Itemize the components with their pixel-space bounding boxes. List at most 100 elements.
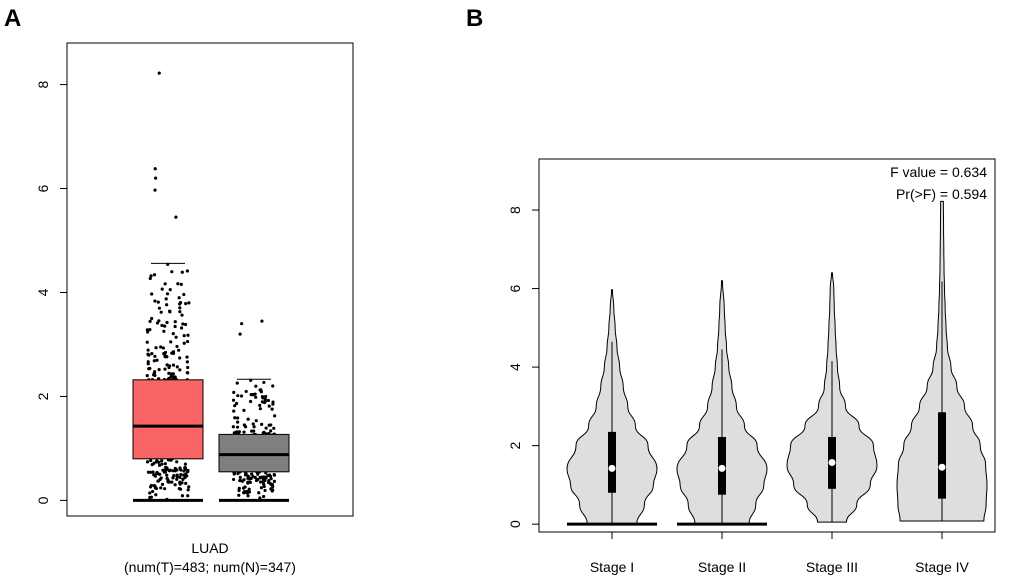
data-point-a (180, 313, 184, 317)
data-point-a (171, 332, 175, 336)
data-point-a (234, 401, 239, 406)
data-point-a (152, 359, 156, 363)
data-point-a (272, 426, 276, 430)
data-point-a (244, 472, 248, 476)
data-point-a (153, 373, 157, 378)
data-point-a (148, 328, 152, 332)
data-point-a (157, 368, 161, 372)
data-point-a (154, 493, 158, 497)
data-point-a (180, 481, 184, 485)
data-point-a (148, 366, 152, 371)
data-point-a (258, 480, 263, 484)
data-point-a (246, 494, 250, 498)
data-point-a (171, 469, 175, 473)
data-point-a (152, 473, 156, 477)
x-axis-label-a: LUAD (191, 540, 228, 556)
violin-median-dot (938, 463, 946, 471)
data-point-a (186, 488, 190, 492)
data-point-a (158, 472, 162, 476)
data-point-a (145, 328, 149, 332)
data-point-a (185, 474, 189, 478)
data-point-a (167, 365, 171, 370)
data-point-a (251, 393, 255, 397)
y-tick-label-a: 8 (35, 80, 51, 88)
data-point-a (232, 409, 236, 413)
data-point-a (171, 350, 176, 354)
data-point-a (235, 430, 239, 434)
data-point-a (171, 476, 175, 480)
y-tick-label-b: 0 (507, 520, 523, 528)
x-tick-label-b: Stage II (698, 559, 746, 575)
x-tick-label-b: Stage III (806, 559, 858, 575)
data-point-a (159, 486, 163, 490)
data-point-a (261, 431, 265, 435)
data-point-a (267, 473, 272, 477)
x-axis-sublabel-a: (num(T)=483; num(N)=347) (124, 559, 296, 575)
data-point-a (270, 482, 275, 487)
data-point-a (238, 478, 243, 483)
data-point-a (236, 394, 240, 398)
data-point-a (262, 484, 266, 489)
data-point-a (241, 486, 246, 490)
data-point-a (235, 381, 239, 385)
y-axis-a: 0 2 4 6 8 (35, 80, 68, 504)
data-point-a (171, 372, 175, 376)
data-point-a (173, 324, 177, 329)
data-point-a (178, 310, 182, 314)
data-point-a (163, 487, 167, 491)
outlier-point-a (240, 322, 244, 326)
p-value-annotation: Pr(>F) = 0.594 (896, 186, 987, 202)
y-axis-b: 0 2 4 6 8 (507, 206, 540, 528)
data-point-a (175, 477, 179, 481)
data-point-a (266, 480, 271, 485)
data-point-a (182, 341, 186, 345)
data-point-a (166, 480, 170, 484)
data-point-a (263, 400, 267, 405)
data-point-a (179, 282, 183, 286)
data-point-a (173, 483, 177, 487)
data-point-a (180, 270, 184, 274)
data-point-a (256, 472, 260, 476)
data-point-a (175, 365, 179, 369)
data-point-a (271, 400, 275, 404)
data-point-a (150, 352, 154, 356)
data-point-a (260, 422, 264, 426)
data-point-a (238, 475, 242, 479)
outlier-point-a (153, 188, 157, 192)
data-point-a (269, 487, 273, 491)
data-point-a (165, 303, 169, 307)
data-point-a (178, 302, 182, 306)
y-tick-label-a: 4 (35, 288, 51, 296)
panel-label-b: B (466, 5, 483, 32)
outlier-point-a (154, 176, 158, 180)
data-point-a (164, 468, 169, 472)
data-point-a (148, 470, 153, 474)
data-point-a (271, 384, 275, 388)
data-point-a (150, 463, 154, 467)
data-point-a (246, 481, 250, 485)
data-point-a (239, 394, 244, 398)
data-point-a (155, 358, 159, 362)
data-point-a (181, 477, 185, 481)
data-point-a (243, 425, 248, 429)
data-point-a (231, 477, 236, 482)
data-point-a (146, 360, 150, 364)
data-point-a (165, 320, 169, 325)
data-point-a (232, 472, 236, 476)
data-point-a (246, 417, 250, 421)
data-point-a (262, 380, 266, 385)
y-tick-label-b: 8 (507, 206, 523, 214)
data-point-a (236, 416, 240, 420)
panel-label-a: A (4, 5, 21, 32)
data-point-a (186, 494, 190, 498)
data-point-a (254, 395, 258, 399)
data-point-a (272, 479, 277, 483)
data-point-a (176, 282, 180, 286)
x-tick-label-b: Stage I (590, 559, 634, 575)
data-point-a (156, 479, 160, 483)
data-point-a (183, 467, 188, 472)
box-a (132, 379, 204, 460)
data-point-a (168, 309, 172, 313)
data-point-a (263, 478, 267, 483)
data-point-a (262, 494, 266, 499)
